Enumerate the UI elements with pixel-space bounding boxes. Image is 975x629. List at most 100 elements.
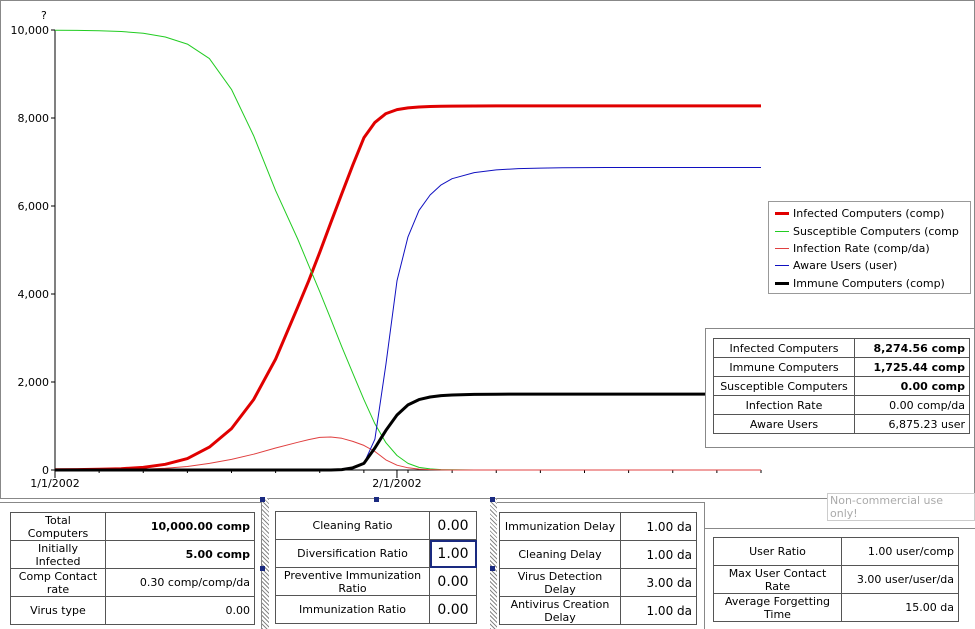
series-line-0 [54,104,761,472]
param-input[interactable]: 0.00 [429,567,477,596]
legend-label: Infection Rate (comp/da) [793,241,930,255]
legend-swatch [775,212,789,216]
table-row: Immune Computers 1,725.44 comp [713,357,970,377]
param-label: Virus type [10,596,106,625]
result-value: 1,725.44 comp [854,357,970,377]
series-line-2 [55,436,761,471]
table-row: Aware Users 6,875.23 user [713,414,970,434]
legend-item: Infected Computers (comp) [775,205,970,222]
param-label: Cleaning Delay [499,540,621,569]
table-row: Cleaning Ratio 0.00 [275,511,477,540]
param-input[interactable]: 0.00 [429,595,477,624]
param-label: Virus Detection Delay [499,568,621,597]
line-chart: ? 0 2,000 4,000 6,000 8,000 10,000 1/1/2002 2/1/… [0,0,975,499]
param-input[interactable]: 0.30 comp/comp/da [105,568,255,597]
table-row: Immunization Ratio 0.00 [275,595,477,624]
param-label: Antivirus Creation Delay [499,596,621,625]
legend-label: Infected Computers (comp) [793,207,945,221]
table-row: Max User Contact Rate 3.00 user/user/da [713,565,959,594]
param-input[interactable]: 1.00 da [620,596,697,625]
table-row: Virus Detection Delay 3.00 da [499,568,697,597]
param-label: Cleaning Ratio [275,511,430,540]
legend-swatch [775,265,789,267]
param-input[interactable]: 10,000.00 comp [105,512,255,541]
table-row: Initially Infected 5.00 comp [10,540,255,569]
table-row: Immunization Delay 1.00 da [499,512,697,541]
legend-label: Susceptible Computers (comp [793,224,959,238]
param-input[interactable]: 1.00 da [620,512,697,541]
delay-params-panel: Immunization Delay 1.00 da Cleaning Delay 1… [497,502,705,629]
param-input[interactable]: 1.00 da [620,540,697,569]
param-label: Infected Computers [713,338,855,358]
y-unit-label: ? [41,9,47,22]
param-label: User Ratio [713,537,842,566]
y-tick-label: 2,000 [18,376,50,389]
summary-table-panel: Infected Computers 8,274.56 comp Immune Co… [705,328,975,448]
table-row: Average Forgetting Time 15.00 da [713,593,959,622]
table-row: Diversification Ratio 1.00 [275,539,477,568]
param-label: Diversification Ratio [275,539,430,568]
table-row: Infection Rate 0.00 comp/da [713,395,970,415]
param-input[interactable]: 0.00 [429,511,477,540]
table-row: Antivirus Creation Delay 1.00 da [499,596,697,625]
watermark: Non-commercial use only! [827,493,975,521]
table-row: Virus type 0.00 [10,596,255,625]
panel-resize-hatch-right[interactable] [490,498,497,629]
legend-label: Immune Computers (comp) [793,276,945,290]
resize-handle[interactable] [260,566,265,571]
param-input[interactable]: 0.00 [105,596,255,625]
resize-handle[interactable] [374,497,379,502]
result-value: 6,875.23 user [854,414,970,434]
param-label: Aware Users [713,414,855,434]
param-label: Total Computers [10,512,106,541]
y-tick-label: 8,000 [18,112,50,125]
series-line-3 [55,167,761,471]
table-row: Comp Contact rate 0.30 comp/comp/da [10,568,255,597]
param-label: Immunization Delay [499,512,621,541]
param-label: Preventive Immunization Ratio [275,567,430,596]
param-input[interactable]: 5.00 comp [105,540,255,569]
param-input[interactable]: 1.00 user/comp [841,537,959,566]
user-params-panel: User Ratio 1.00 user/comp Max User Contact… [705,528,975,629]
resize-handle[interactable] [490,497,495,502]
param-input[interactable]: 3.00 da [620,568,697,597]
legend-swatch [775,247,789,249]
x-tick-label: 2/1/2002 [372,477,421,490]
param-input[interactable]: 3.00 user/user/da [841,565,959,594]
param-label: Susceptible Computers [713,376,855,396]
ratio-params-panel: Cleaning Ratio 0.00 Diversification Ratio 1… [269,502,491,629]
series-line-4 [55,392,761,472]
x-tick-label: 1/1/2002 [30,477,79,490]
panel-resize-hatch-left[interactable] [262,498,269,629]
y-tick-label: 0 [42,464,49,477]
param-label: Comp Contact rate [10,568,106,597]
legend-swatch [775,281,789,285]
resize-handle[interactable] [260,497,265,502]
legend-item: Infection Rate (comp/da) [775,240,970,257]
result-value: 0.00 comp/da [854,395,970,415]
table-row: Preventive Immunization Ratio 0.00 [275,567,477,596]
delay-params-table: Immunization Delay 1.00 da Cleaning Delay 1… [499,512,697,625]
user-params-table: User Ratio 1.00 user/comp Max User Contact… [713,537,959,622]
param-label: Max User Contact Rate [713,565,842,594]
table-row: Susceptible Computers 0.00 comp [713,376,970,396]
table-row: Total Computers 10,000.00 comp [10,512,255,541]
param-input[interactable]: 1.00 [429,539,477,568]
y-tick-label: 4,000 [18,288,50,301]
computer-params-table: Total Computers 10,000.00 comp Initially I… [10,512,255,625]
ratio-params-table: Cleaning Ratio 0.00 Diversification Ratio 1… [275,511,477,624]
param-label: Immune Computers [713,357,855,377]
legend-item: Susceptible Computers (comp [775,222,970,239]
legend-item: Immune Computers (comp) [775,275,970,292]
resize-handle[interactable] [490,566,495,571]
chart-legend: Infected Computers (comp) Susceptible Com… [768,201,971,294]
param-label: Initially Infected [10,540,106,569]
summary-table: Infected Computers 8,274.56 comp Immune Co… [713,338,970,434]
param-label: Average Forgetting Time [713,593,842,622]
result-value: 0.00 comp [854,376,970,396]
table-row: Infected Computers 8,274.56 comp [713,338,970,358]
table-row: User Ratio 1.00 user/comp [713,537,959,566]
table-row: Cleaning Delay 1.00 da [499,540,697,569]
param-input[interactable]: 15.00 da [841,593,959,622]
legend-swatch [775,230,789,232]
